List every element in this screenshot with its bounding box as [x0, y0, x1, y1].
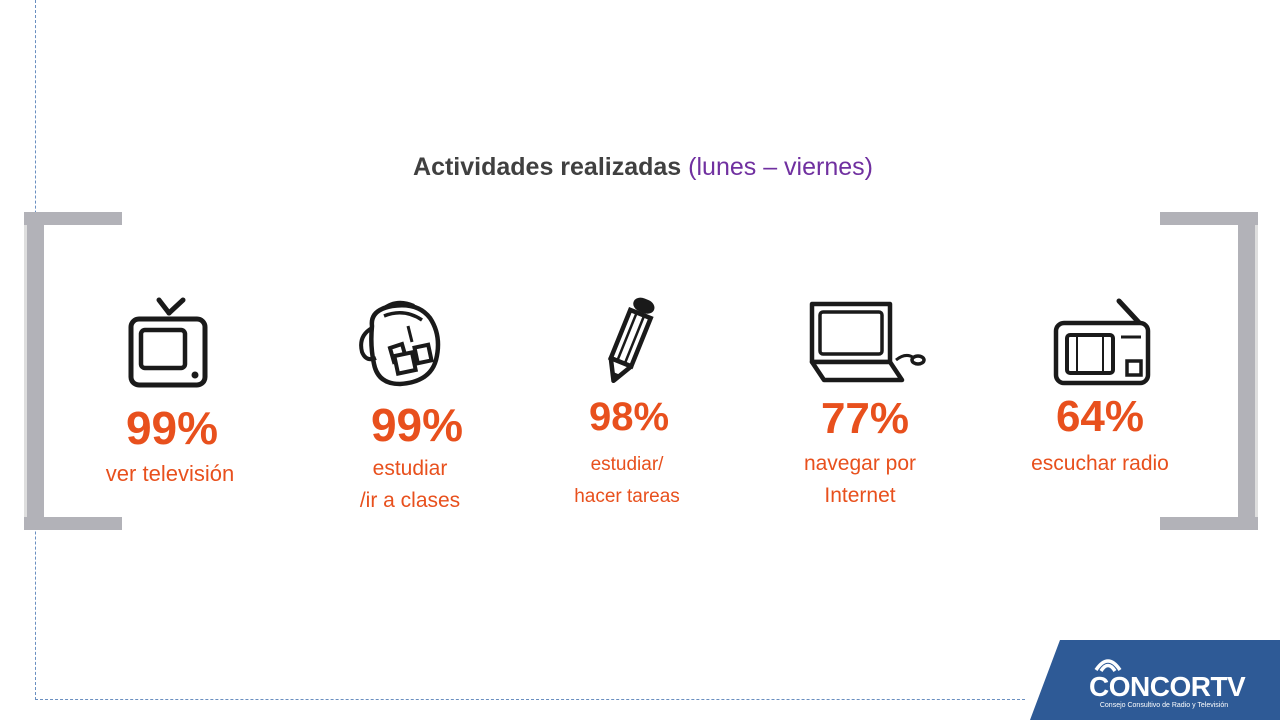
- laptop-icon: [806, 300, 926, 384]
- category-label: ver televisión: [70, 458, 270, 490]
- category-label-line: hacer tareas: [574, 486, 680, 507]
- logo-panel: [1030, 640, 1280, 720]
- category-label: estudiar/ hacer tareas: [527, 449, 727, 513]
- title-main: Actividades realizadas: [413, 153, 682, 181]
- tv-icon: [127, 297, 209, 389]
- value-label: 77%: [820, 394, 910, 443]
- left-bracket: [24, 212, 122, 530]
- value-label: 64%: [1055, 392, 1145, 441]
- logo-subtitle: Consejo Consultivo de Radio y Televisión: [1099, 702, 1229, 709]
- value-label: 98%: [588, 395, 670, 439]
- category-label-line: /ir a clases: [359, 489, 461, 512]
- chart-title: Actividades realizadas (lunes – viernes): [0, 153, 1280, 182]
- category-label-line: escuchar radio: [1031, 452, 1169, 475]
- value-label: 99%: [125, 402, 219, 454]
- category-label-line: ver televisión: [105, 461, 235, 486]
- radio-icon: [1053, 295, 1153, 387]
- logo-wordmark: CONCORTV: [1089, 671, 1246, 702]
- pencil-icon: [600, 294, 660, 386]
- category-label-line: estudiar/: [590, 454, 664, 475]
- category-label-line: Internet: [824, 484, 896, 507]
- category-label-line: estudiar: [372, 457, 448, 480]
- broadcast-waves-icon: [1094, 659, 1122, 673]
- category-label-line: navegar por: [803, 452, 917, 475]
- category-label: estudiar /ir a clases: [310, 453, 510, 517]
- category-label: escuchar radio: [1000, 448, 1200, 480]
- value-label: 99%: [370, 399, 464, 451]
- right-bracket: [1160, 212, 1258, 530]
- category-label: navegar por Internet: [760, 448, 960, 512]
- backpack-icon: [356, 296, 444, 388]
- title-parenthetical: (lunes – viernes): [688, 153, 873, 181]
- slide-guide-horizontal: [35, 699, 1025, 700]
